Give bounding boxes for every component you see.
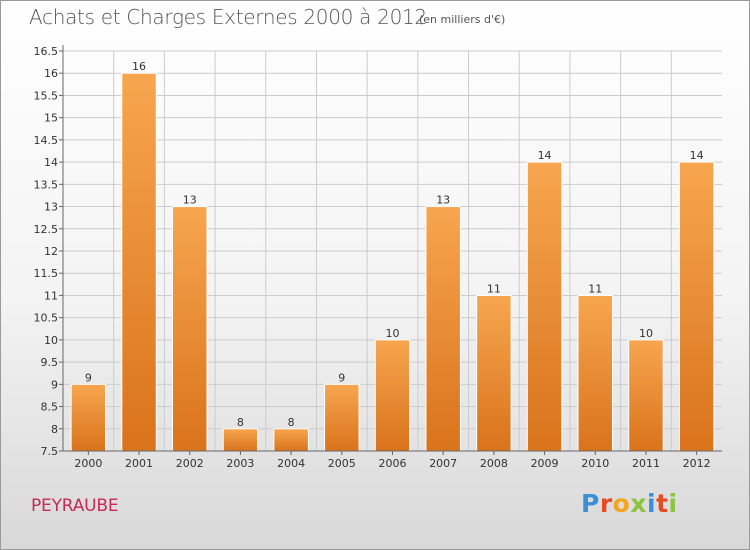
- x-tick-label: 2008: [480, 457, 508, 470]
- bar: [628, 339, 664, 452]
- data-label: 13: [183, 194, 197, 207]
- logo-letter: i: [647, 489, 657, 518]
- x-tick-label: 2010: [581, 457, 609, 470]
- bar: [121, 72, 157, 452]
- y-tick-label: 14.5: [34, 134, 59, 147]
- x-tick-label: 2007: [429, 457, 457, 470]
- bar: [425, 206, 461, 452]
- y-tick-label: 16: [44, 67, 58, 80]
- data-label: 8: [237, 416, 244, 429]
- data-label: 10: [639, 327, 653, 340]
- bar: [577, 294, 614, 452]
- logo-letter: t: [656, 489, 669, 518]
- bar: [70, 383, 107, 452]
- y-tick-label: 9.5: [41, 356, 59, 369]
- data-label: 8: [288, 416, 295, 429]
- data-label: 9: [85, 371, 92, 384]
- logo-letter: P: [581, 489, 600, 518]
- y-tick-label: 12: [44, 245, 58, 258]
- x-tick-label: 2000: [74, 457, 102, 470]
- y-tick-label: 14: [44, 156, 58, 169]
- data-label: 14: [690, 149, 704, 162]
- y-tick-label: 10: [44, 334, 58, 347]
- bar: [171, 206, 208, 452]
- x-tick-label: 2012: [683, 457, 711, 470]
- y-tick-label: 16.5: [34, 45, 59, 58]
- bar: [324, 383, 360, 452]
- x-tick-label: 2004: [277, 457, 305, 470]
- x-tick-label: 2006: [379, 457, 407, 470]
- chart-subtitle: (en milliers d'€): [419, 13, 506, 26]
- x-tick-label: 2003: [226, 457, 254, 470]
- labels: 7.5 8 8.5 9 9.5 10 10.5 11 11.5 12 12.5 13 13.5 14 14.…: [34, 45, 711, 470]
- commune-name: PEYRAUBE: [31, 496, 119, 516]
- bar: [526, 161, 563, 452]
- data-label: 16: [132, 60, 146, 73]
- y-tick-label: 10.5: [34, 312, 59, 325]
- bar: [678, 161, 715, 452]
- x-tick-label: 2002: [176, 457, 204, 470]
- chart-title: Achats et Charges Externes 2000 à 2012: [29, 5, 427, 29]
- logo-letter: o: [612, 489, 631, 518]
- y-tick-label: 15: [44, 112, 58, 125]
- data-label: 9: [338, 371, 345, 384]
- x-tick-label: 2005: [328, 457, 356, 470]
- axes: [59, 45, 722, 455]
- proxiti-logo[interactable]: Proxiti: [581, 489, 678, 518]
- data-label: 10: [386, 327, 400, 340]
- y-tick-label: 12.5: [34, 223, 59, 236]
- data-label: 14: [538, 149, 552, 162]
- y-tick-label: 11: [44, 289, 58, 302]
- y-tick-label: 15.5: [34, 89, 59, 102]
- bar: [222, 428, 259, 452]
- y-tick-label: 11.5: [34, 267, 59, 280]
- data-label: 11: [588, 282, 602, 295]
- logo-letter: x: [630, 489, 647, 518]
- y-tick-label: 13.5: [34, 178, 59, 191]
- bar: [374, 339, 411, 452]
- y-tick-label: 7.5: [41, 445, 59, 458]
- y-tick-label: 8.5: [41, 401, 59, 414]
- logo-letter: r: [599, 489, 613, 518]
- x-tick-label: 2011: [632, 457, 660, 470]
- y-tick-label: 8: [51, 423, 58, 436]
- bars: [70, 72, 715, 452]
- bar: [273, 428, 309, 452]
- x-tick-label: 2009: [531, 457, 559, 470]
- logo-letter: i: [668, 489, 678, 518]
- y-tick-label: 9: [51, 378, 58, 391]
- bar: [476, 294, 512, 452]
- data-label: 13: [436, 194, 450, 207]
- data-label: 11: [487, 282, 501, 295]
- x-tick-label: 2001: [125, 457, 153, 470]
- y-tick-label: 13: [44, 201, 58, 214]
